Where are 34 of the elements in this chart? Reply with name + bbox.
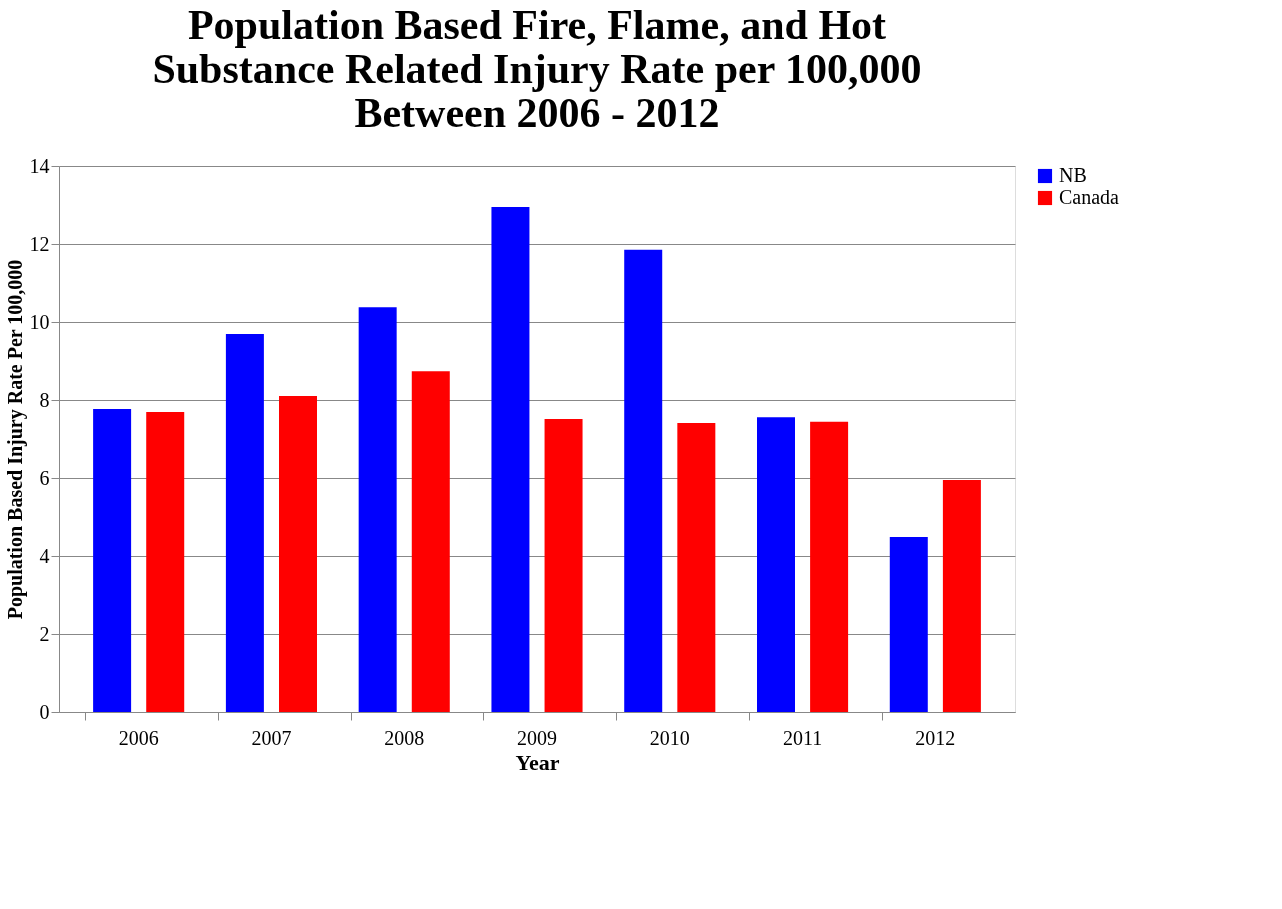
bar [93, 408, 132, 712]
bar [810, 421, 849, 712]
bar [757, 417, 795, 712]
x-tick-label: 2008 [384, 726, 425, 749]
y-tick-label: 12 [29, 232, 50, 255]
chart-title: Population Based Fire, Flame, and Hot Substance Related Injury Rate per 100,000 Between 2006 - 2012 [152, 2, 922, 136]
bar [411, 371, 450, 712]
y-tick-label: 0 [39, 700, 50, 723]
y-axis-title: Population Based Injury Rate Per 100,000 [3, 259, 27, 620]
y-tick-label: 10 [29, 310, 50, 333]
bar [889, 536, 928, 712]
bar [942, 479, 981, 712]
x-tick-label: 2010 [649, 726, 690, 749]
bar [146, 412, 185, 712]
bar [491, 206, 530, 712]
x-axis-title: Year [515, 749, 560, 775]
y-tick-label: 2 [39, 622, 50, 645]
legend-label: NB [1059, 164, 1087, 186]
y-tick-label: 14 [29, 154, 50, 177]
bar [544, 419, 583, 712]
x-tick-label: 2006 [118, 726, 159, 749]
bar [624, 249, 663, 712]
legend-label: Canada [1059, 186, 1120, 208]
x-tick-label: 2011 [782, 726, 823, 749]
bar [677, 423, 716, 712]
y-tick-label: 6 [39, 466, 50, 489]
x-tick-label: 2009 [517, 726, 557, 749]
bar [358, 307, 397, 712]
bar [279, 396, 317, 712]
y-tick-label: 8 [39, 388, 50, 411]
y-tick-label: 4 [39, 544, 50, 567]
x-tick-label: 2012 [915, 726, 956, 749]
x-tick-label: 2007 [251, 726, 292, 749]
bar [225, 334, 264, 712]
